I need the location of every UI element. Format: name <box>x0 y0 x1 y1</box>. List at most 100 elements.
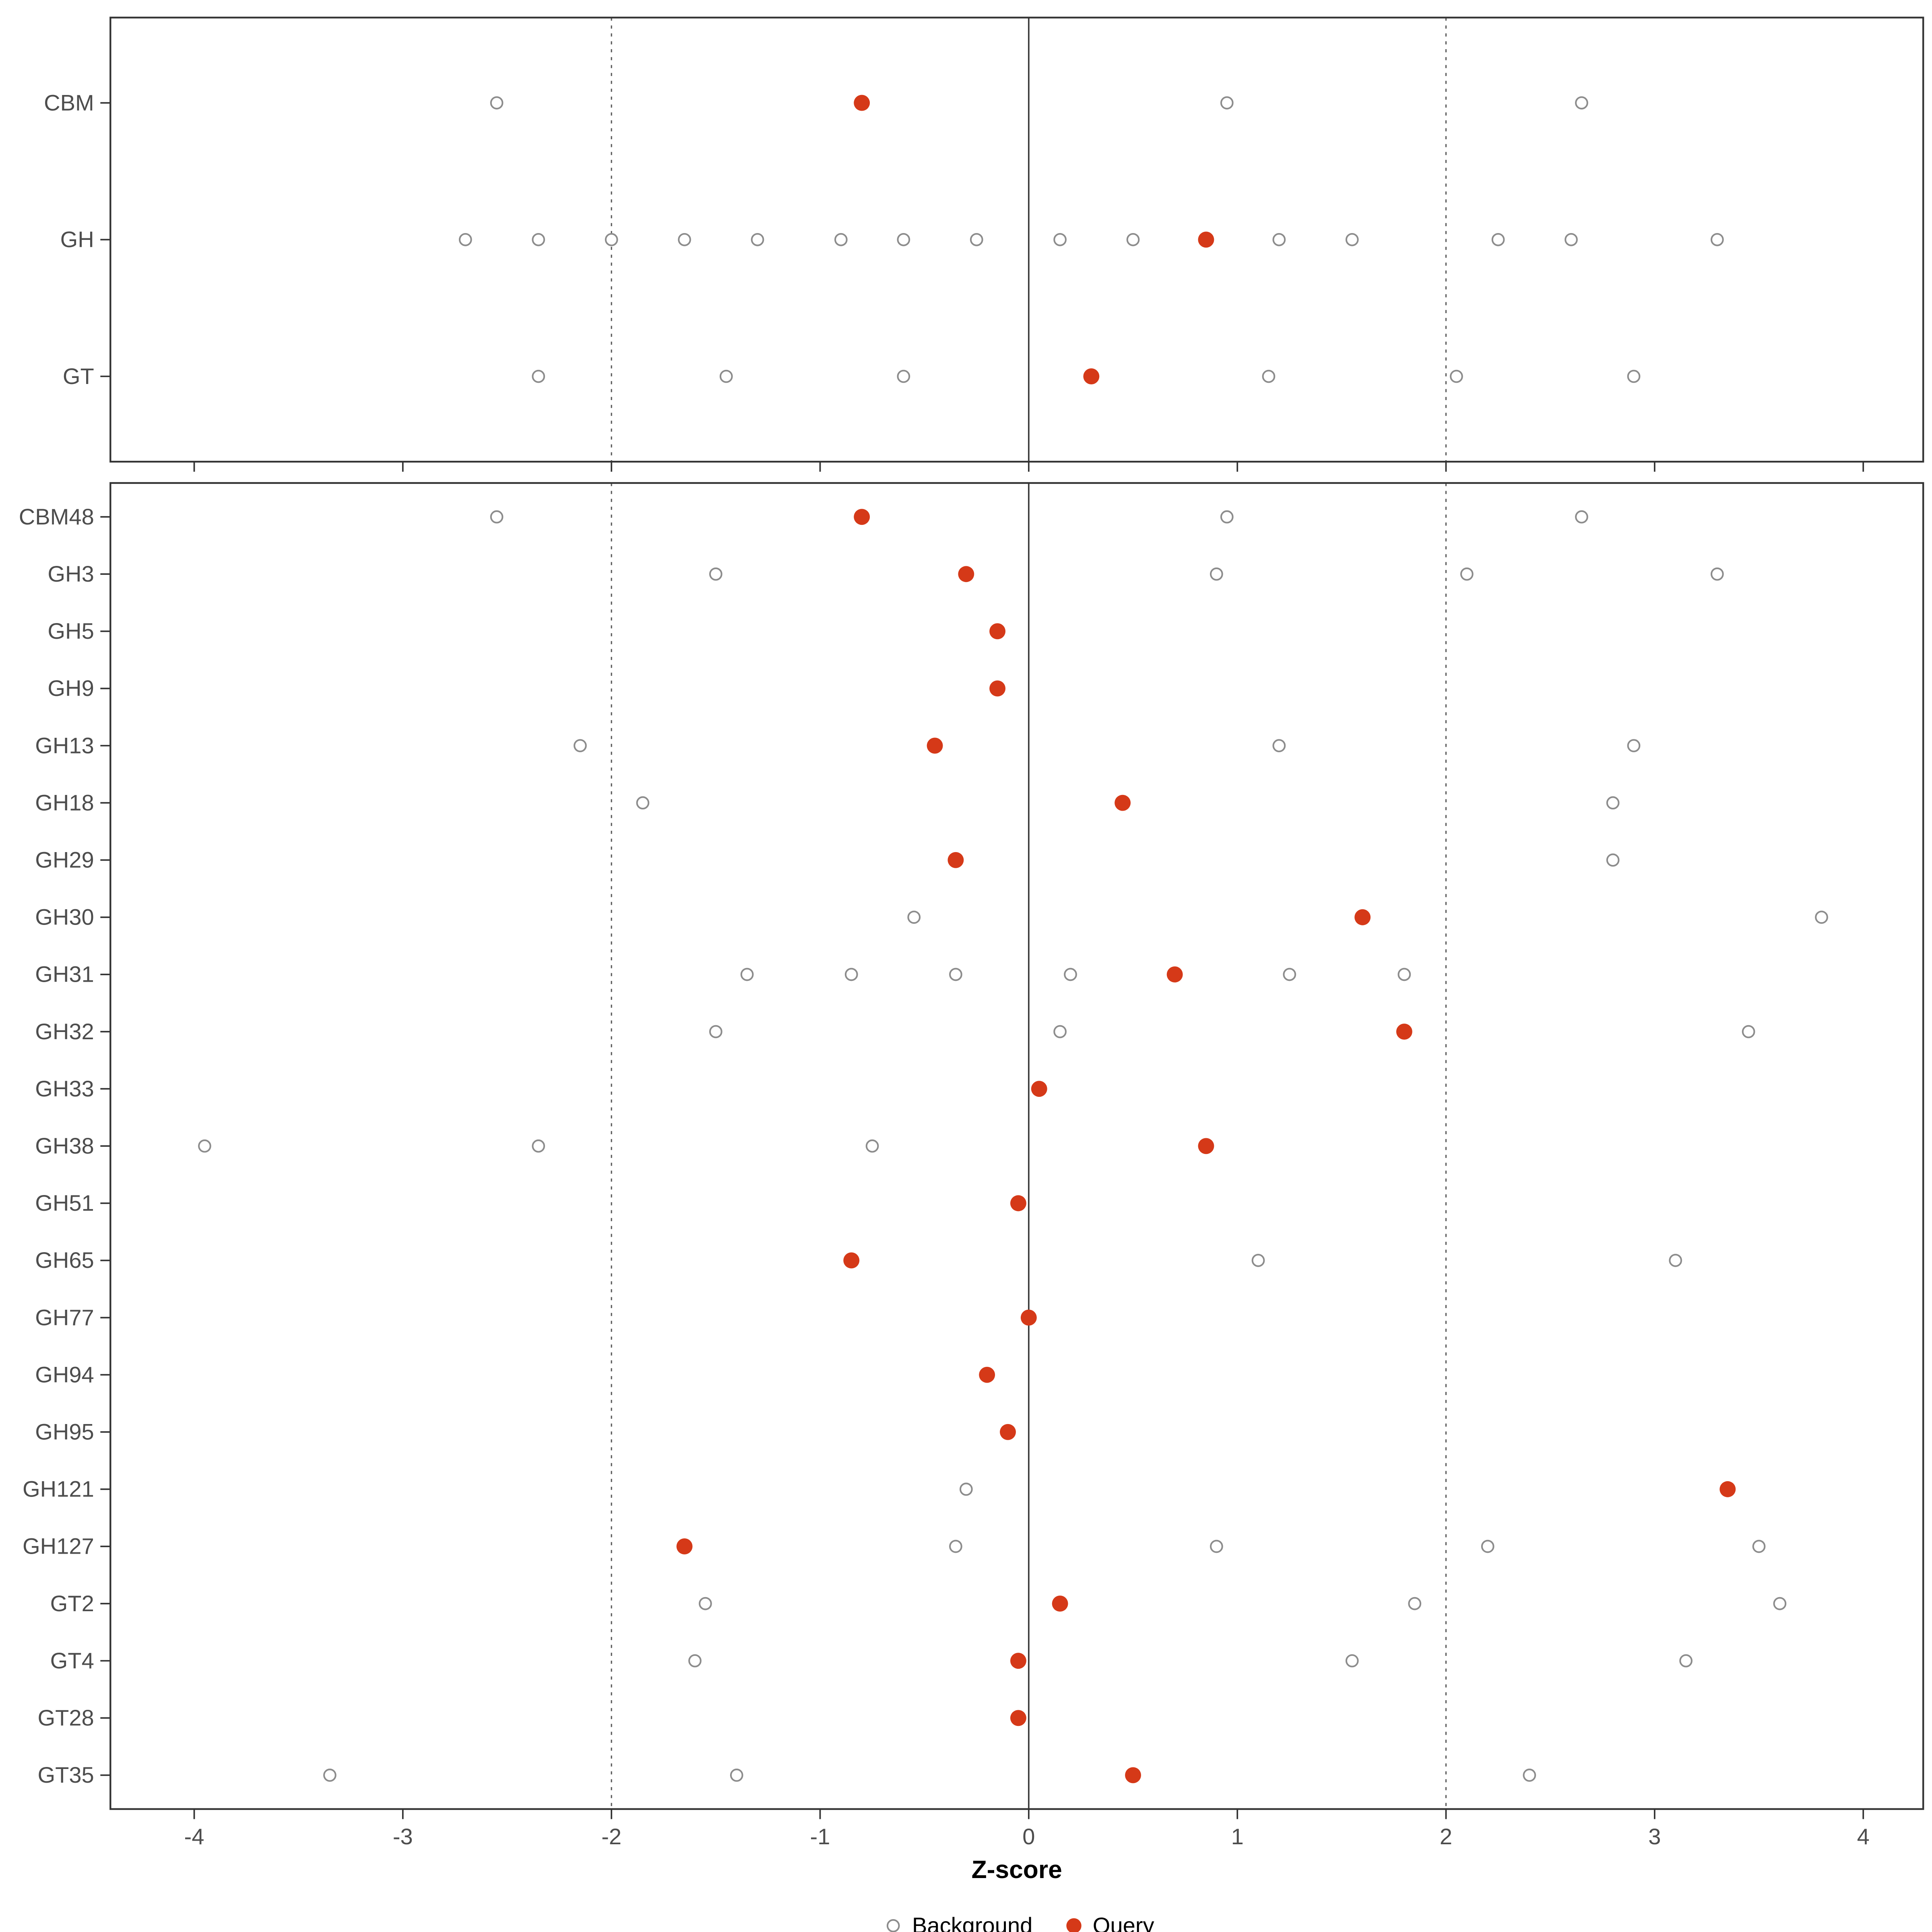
background-point <box>1262 369 1276 383</box>
row-label: GH3 <box>47 561 94 586</box>
query-point <box>1010 1653 1026 1669</box>
row-label: GH33 <box>35 1076 94 1101</box>
background-point <box>1345 1654 1359 1668</box>
background-point <box>605 233 618 246</box>
legend-background-label: Background <box>912 1913 1032 1932</box>
row-label: GH30 <box>35 904 94 930</box>
background-point <box>865 1139 879 1153</box>
x-tick-label: 2 <box>1440 1824 1452 1849</box>
background-point <box>636 796 650 810</box>
query-point <box>854 509 870 525</box>
background-point <box>1220 96 1234 109</box>
query-point <box>1010 1710 1026 1726</box>
background-point <box>709 567 722 581</box>
query-point <box>1020 1309 1037 1326</box>
background-point <box>490 510 504 524</box>
background-point <box>1210 567 1223 581</box>
query-point <box>947 852 964 868</box>
x-tick-label: 4 <box>1857 1824 1870 1849</box>
row-label: GH13 <box>35 733 94 758</box>
background-point <box>970 233 983 246</box>
background-point <box>574 739 587 752</box>
row-label: GT4 <box>50 1648 94 1673</box>
query-point <box>1010 1195 1026 1212</box>
background-point <box>1523 1769 1536 1782</box>
background-point <box>1679 1654 1693 1668</box>
query-point <box>854 95 870 111</box>
x-tick-label: 1 <box>1231 1824 1244 1849</box>
query-point <box>1354 909 1371 925</box>
panel-border <box>109 482 1924 1810</box>
background-point <box>1283 968 1296 981</box>
query-point <box>1115 795 1131 811</box>
query-point <box>989 680 1006 697</box>
background-point <box>1064 968 1077 981</box>
panel-border <box>109 17 1924 463</box>
query-point <box>1125 1767 1141 1783</box>
background-point <box>1272 739 1286 752</box>
background-point <box>458 233 472 246</box>
x-axis-title: Z-score <box>972 1856 1062 1884</box>
row-label: GH31 <box>35 962 94 987</box>
x-tick-label: -3 <box>393 1824 413 1849</box>
background-point <box>1575 510 1588 524</box>
row-label: GT2 <box>50 1591 94 1616</box>
query-point <box>927 737 943 754</box>
background-point <box>198 1139 211 1153</box>
query-point <box>843 1252 860 1269</box>
background-point <box>323 1769 336 1782</box>
background-point <box>532 233 545 246</box>
background-point <box>1272 233 1286 246</box>
background-point <box>1710 567 1724 581</box>
row-label: GH94 <box>35 1362 94 1387</box>
query-point <box>958 566 974 582</box>
background-point <box>1450 369 1463 383</box>
background-point <box>1710 233 1724 246</box>
background-point <box>1815 910 1828 924</box>
row-label: GH77 <box>35 1305 94 1330</box>
background-point <box>1460 567 1474 581</box>
background-point <box>897 233 910 246</box>
row-label: GT <box>63 363 94 389</box>
row-label: CBM <box>44 90 94 115</box>
background-point <box>1481 1540 1494 1553</box>
legend-query-swatch <box>1066 1918 1082 1932</box>
background-point <box>1669 1254 1682 1267</box>
background-point <box>1742 1025 1755 1038</box>
background-point <box>532 1139 545 1153</box>
background-point <box>1606 853 1620 867</box>
background-point <box>1220 510 1234 524</box>
x-tick-label: -4 <box>184 1824 204 1849</box>
background-point <box>719 369 733 383</box>
query-point <box>1198 1138 1214 1154</box>
row-label: GH18 <box>35 790 94 815</box>
query-point <box>1719 1481 1736 1497</box>
row-label: GT28 <box>37 1705 94 1730</box>
background-point <box>959 1482 973 1496</box>
row-label: GH51 <box>35 1190 94 1216</box>
background-point <box>907 910 921 924</box>
query-point <box>1198 231 1214 248</box>
row-label: GH <box>60 227 94 252</box>
background-point <box>1627 369 1641 383</box>
row-label: GH5 <box>47 618 94 644</box>
background-point <box>1606 796 1620 810</box>
x-tick-label: 0 <box>1022 1824 1035 1849</box>
background-point <box>1752 1540 1766 1553</box>
row-label: GH65 <box>35 1247 94 1273</box>
legend-query-label: Query <box>1093 1913 1154 1932</box>
background-point <box>1251 1254 1265 1267</box>
row-label: GH127 <box>23 1534 94 1559</box>
legend: Background Query <box>886 1913 1154 1932</box>
panel-family-detail: CBM48 GH3 GH5 GH9 GH13 GH18 GH29 GH30 GH31 GH32 GH… <box>19 482 1924 1819</box>
background-point <box>1773 1597 1787 1610</box>
background-point <box>532 369 545 383</box>
query-point <box>979 1366 995 1383</box>
background-point <box>949 1540 962 1553</box>
query-point <box>1083 368 1100 385</box>
row-label: GH95 <box>35 1419 94 1444</box>
row-label: CBM48 <box>19 504 94 529</box>
background-point <box>1345 233 1359 246</box>
